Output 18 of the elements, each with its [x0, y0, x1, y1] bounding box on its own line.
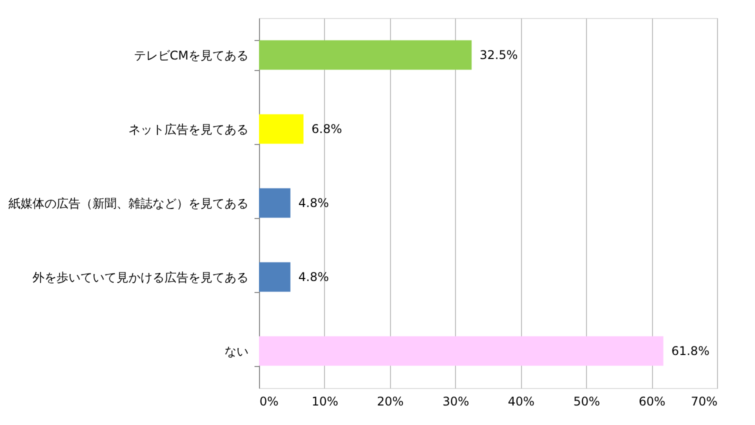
x-tick-label: 50% — [573, 394, 600, 408]
y-tick-label: ない — [224, 344, 248, 358]
data-label: 32.5% — [480, 48, 518, 62]
x-tick-label: 60% — [638, 394, 666, 408]
data-label: 6.8% — [311, 122, 342, 136]
x-tick-label: 70% — [690, 394, 718, 408]
y-tick-label: テレビCMを見てある — [134, 48, 248, 62]
y-tick-label: ネット広告を見てある — [128, 122, 248, 136]
data-label: 4.8% — [298, 270, 329, 284]
x-tick-label: 40% — [508, 394, 535, 408]
data-label: 61.8% — [671, 344, 710, 358]
x-tick-label: 0% — [260, 394, 279, 408]
data-label: 4.8% — [298, 196, 329, 210]
x-tick-label: 30% — [442, 394, 470, 408]
y-tick-label: 紙媒体の広告（新聞、雑誌など）を見てある — [8, 196, 248, 210]
x-tick-label: 20% — [377, 394, 404, 408]
y-tick-label: 外を歩いていて見かける広告を見てある — [32, 270, 248, 284]
x-tick-label: 10% — [312, 394, 338, 408]
